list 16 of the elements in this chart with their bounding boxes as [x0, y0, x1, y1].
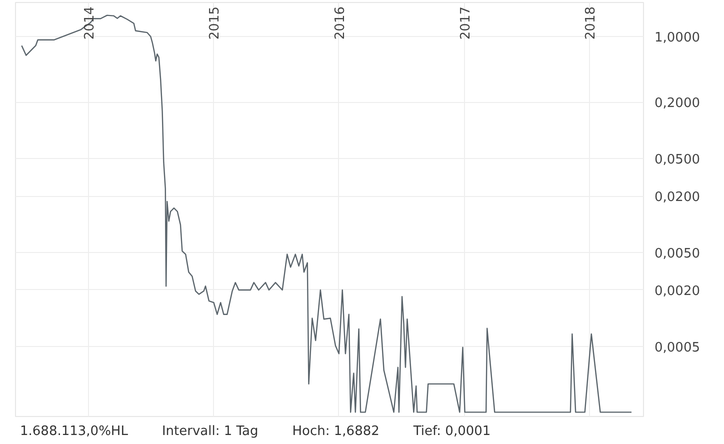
y-tick-label: 0,0500 — [654, 152, 700, 168]
text: Intervall: 1 Tag — [162, 424, 258, 439]
y-tick-label: 1,0000 — [654, 30, 700, 46]
y-tick-label: 0,0005 — [654, 340, 700, 356]
y-tick-label: 0,0020 — [654, 284, 700, 299]
text: 1.688.113,0%HL — [20, 424, 128, 439]
text: Tief: 0,0001 — [413, 424, 491, 439]
x-tick-label: 2014 — [82, 6, 98, 40]
text: Hoch: 1,6882 — [292, 424, 380, 439]
x-tick-label: 2016 — [332, 6, 348, 40]
x-tick-label: 2017 — [458, 6, 474, 40]
y-tick-label: 0,0050 — [654, 246, 700, 262]
y-tick-label: 0,2000 — [654, 96, 700, 112]
x-tick-label: 2015 — [208, 6, 223, 40]
y-tick-label: 0,0200 — [654, 190, 700, 206]
x-tick-label: 2018 — [584, 6, 599, 40]
